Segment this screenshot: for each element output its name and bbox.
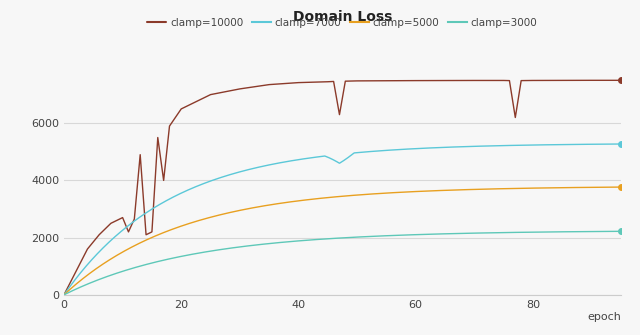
Legend: clamp=10000, clamp=7000, clamp=5000, clamp=3000: clamp=10000, clamp=7000, clamp=5000, cla… bbox=[143, 14, 541, 32]
clamp=10000 bbox=[506, 79, 513, 83]
clamp=10000 bbox=[166, 124, 173, 128]
clamp=10000 bbox=[588, 78, 595, 82]
Line: clamp=7000: clamp=7000 bbox=[64, 144, 621, 295]
clamp=10000 bbox=[60, 293, 68, 297]
clamp=10000 bbox=[125, 230, 132, 234]
clamp=10000 bbox=[136, 153, 144, 157]
clamp=10000 bbox=[207, 92, 214, 96]
clamp=3000 bbox=[305, 238, 313, 242]
clamp=10000 bbox=[517, 79, 525, 83]
clamp=3000 bbox=[442, 232, 450, 236]
clamp=10000 bbox=[342, 79, 349, 83]
clamp=10000 bbox=[148, 230, 156, 234]
clamp=10000 bbox=[353, 79, 361, 83]
clamp=7000 bbox=[601, 142, 609, 146]
clamp=7000 bbox=[316, 155, 324, 159]
X-axis label: epoch: epoch bbox=[587, 313, 621, 323]
clamp=5000 bbox=[285, 200, 293, 204]
clamp=5000 bbox=[617, 185, 625, 189]
clamp=10000 bbox=[500, 78, 508, 82]
clamp=10000 bbox=[160, 179, 168, 183]
Line: clamp=3000: clamp=3000 bbox=[64, 231, 621, 295]
clamp=5000 bbox=[60, 293, 68, 297]
clamp=5000 bbox=[117, 251, 125, 255]
clamp=7000 bbox=[88, 257, 96, 261]
clamp=7000 bbox=[617, 142, 625, 146]
clamp=3000 bbox=[504, 230, 512, 234]
clamp=10000 bbox=[154, 135, 162, 139]
clamp=10000 bbox=[511, 116, 519, 120]
clamp=5000 bbox=[504, 187, 512, 191]
clamp=3000 bbox=[60, 293, 68, 297]
clamp=3000 bbox=[285, 240, 293, 244]
clamp=10000 bbox=[142, 233, 150, 237]
clamp=10000 bbox=[412, 79, 419, 83]
clamp=7000 bbox=[499, 144, 506, 148]
clamp=10000 bbox=[529, 78, 537, 82]
clamp=5000 bbox=[305, 198, 313, 202]
clamp=10000 bbox=[131, 217, 138, 221]
clamp=10000 bbox=[335, 113, 343, 117]
clamp=10000 bbox=[324, 80, 332, 84]
Line: clamp=5000: clamp=5000 bbox=[64, 187, 621, 295]
clamp=5000 bbox=[442, 188, 450, 192]
clamp=7000 bbox=[60, 293, 68, 297]
clamp=10000 bbox=[266, 83, 273, 87]
clamp=10000 bbox=[172, 116, 179, 120]
clamp=10000 bbox=[107, 221, 115, 225]
clamp=10000 bbox=[617, 78, 625, 82]
clamp=10000 bbox=[470, 78, 478, 82]
clamp=7000 bbox=[331, 158, 339, 162]
clamp=10000 bbox=[119, 216, 127, 220]
clamp=10000 bbox=[72, 270, 79, 274]
clamp=10000 bbox=[330, 79, 337, 83]
clamp=10000 bbox=[177, 107, 185, 111]
clamp=3000 bbox=[494, 231, 502, 235]
clamp=3000 bbox=[117, 270, 125, 274]
clamp=10000 bbox=[95, 233, 103, 237]
Line: clamp=10000: clamp=10000 bbox=[64, 80, 621, 295]
clamp=10000 bbox=[236, 87, 244, 91]
clamp=10000 bbox=[84, 247, 92, 251]
clamp=3000 bbox=[617, 229, 625, 233]
clamp=10000 bbox=[294, 81, 302, 85]
clamp=5000 bbox=[494, 187, 502, 191]
clamp=7000 bbox=[600, 142, 608, 146]
Title: Domain Loss: Domain Loss bbox=[292, 10, 392, 24]
